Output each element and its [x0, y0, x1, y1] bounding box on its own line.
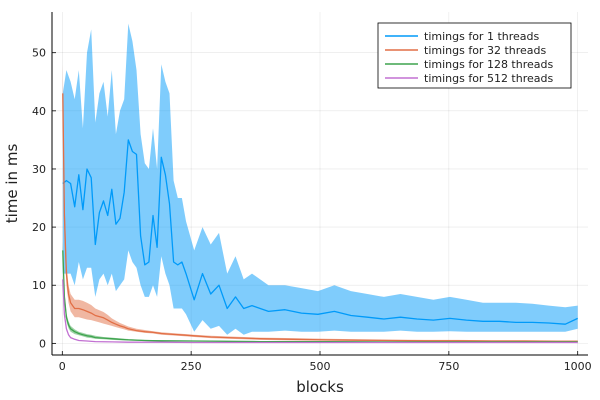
legend-entry-1: timings for 1 threads [424, 30, 539, 43]
line-series-3 [62, 250, 578, 343]
y-axis-label: time in ms [3, 144, 21, 224]
legend-entry-2: timings for 32 threads [424, 44, 546, 57]
line-series-4 [62, 279, 578, 344]
band-series-1 [62, 23, 578, 335]
line-series-1 [62, 139, 578, 325]
x-tick-label: 750 [438, 360, 459, 373]
x-ticks: 0 250 500 750 1000 [59, 351, 592, 373]
y-tick-label: 40 [32, 105, 46, 118]
x-tick-label: 0 [59, 360, 66, 373]
confidence-bands [62, 23, 578, 343]
legend-entry-3: timings for 128 threads [424, 58, 553, 71]
x-tick-label: 250 [181, 360, 202, 373]
legend-entry-4: timings for 512 threads [424, 72, 553, 85]
y-tick-label: 0 [39, 337, 46, 350]
x-tick-label: 500 [310, 360, 331, 373]
x-axis-label: blocks [296, 378, 344, 396]
y-tick-label: 10 [32, 279, 46, 292]
line-series-2 [62, 93, 578, 342]
y-tick-label: 20 [32, 221, 46, 234]
series-lines [62, 93, 578, 344]
y-ticks: 0 10 20 30 40 50 [32, 47, 56, 350]
y-tick-label: 30 [32, 163, 46, 176]
y-tick-label: 50 [32, 47, 46, 60]
legend-box [377, 22, 572, 89]
x-tick-label: 1000 [564, 360, 592, 373]
